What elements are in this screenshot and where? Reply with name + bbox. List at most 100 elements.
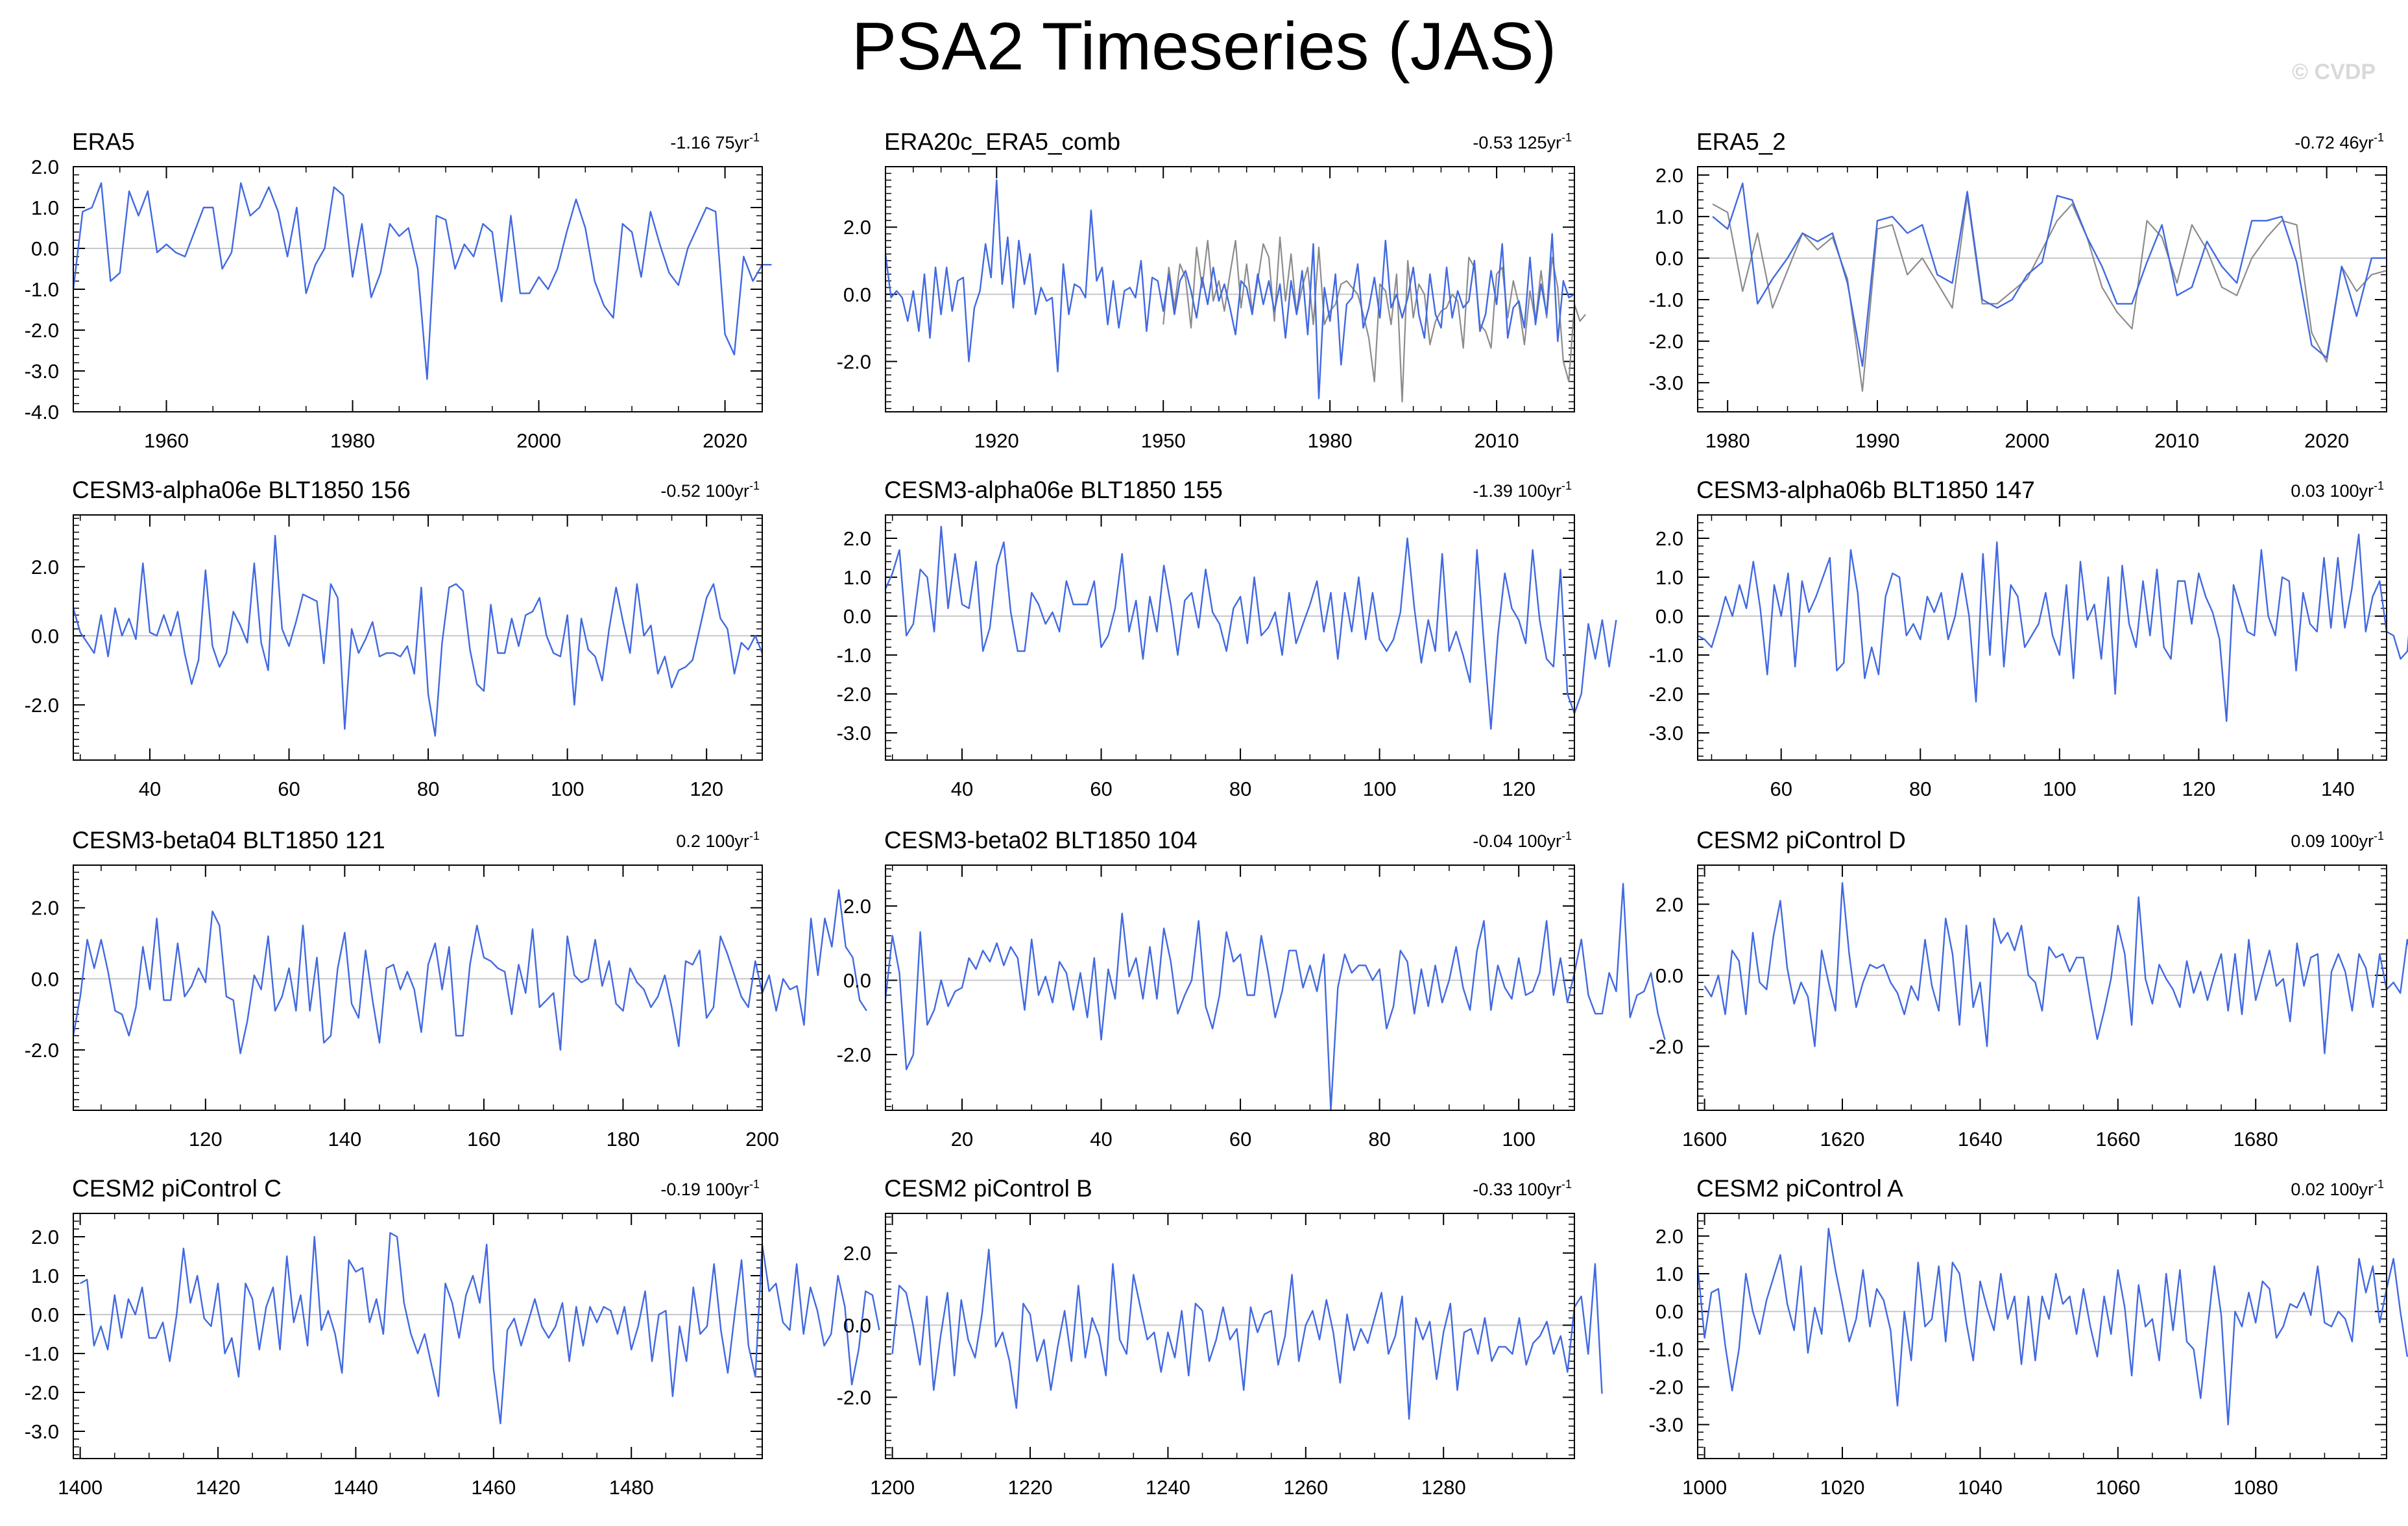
series-line bbox=[884, 179, 1575, 399]
x-tick-label: 1990 bbox=[1855, 429, 1900, 452]
trend-label: -0.72 46yr-1 bbox=[2294, 131, 2384, 152]
y-tick-label: 0.0 bbox=[843, 605, 871, 628]
x-tick-label: 2010 bbox=[2154, 429, 2199, 452]
y-tick-label: 0.0 bbox=[31, 968, 59, 990]
x-tick-label: 120 bbox=[189, 1128, 223, 1150]
panel-title: ERA5_2 bbox=[1696, 128, 1786, 155]
x-tick-label: 1420 bbox=[196, 1476, 241, 1499]
trend-label: -0.52 100yr-1 bbox=[660, 479, 760, 501]
y-tick-label: -2.0 bbox=[837, 350, 871, 373]
trend-label: 0.09 100yr-1 bbox=[2291, 829, 2384, 851]
y-tick-label: 2.0 bbox=[1655, 893, 1683, 916]
series-line bbox=[72, 534, 764, 737]
chart-panel: CESM2 piControl A 0.02 100yr-1 1000 1020 104… bbox=[1649, 1175, 2408, 1499]
y-tick-label: -1.0 bbox=[25, 1342, 59, 1365]
y-tick-label: 2.0 bbox=[843, 527, 871, 550]
trend-label: -1.39 100yr-1 bbox=[1473, 479, 1572, 501]
y-tick-label: 1.0 bbox=[843, 566, 871, 589]
trend-exponent: -1 bbox=[749, 479, 760, 492]
y-tick-label: -2.0 bbox=[1649, 330, 1683, 353]
panel-title: CESM3-alpha06e BLT1850 156 bbox=[72, 477, 411, 503]
x-tick-label: 1040 bbox=[1958, 1476, 2003, 1499]
series-line-secondary bbox=[1162, 236, 1586, 403]
x-tick-label: 1980 bbox=[1308, 429, 1353, 452]
chart-panel: CESM2 piControl D 0.09 100yr-1 1600 1620 164… bbox=[1649, 827, 2408, 1150]
x-tick-label: 2000 bbox=[516, 429, 561, 452]
x-tick-label: 60 bbox=[1090, 778, 1112, 800]
chart-panel: CESM3-beta04 BLT1850 121 0.2 100yr-1 120 14… bbox=[25, 827, 867, 1150]
x-tick-label: 100 bbox=[1502, 1128, 1535, 1150]
y-tick-label: 2.0 bbox=[1655, 164, 1683, 187]
y-tick-label: 1.0 bbox=[1655, 206, 1683, 228]
x-tick-label: 40 bbox=[951, 778, 973, 800]
x-tick-label: 1280 bbox=[1421, 1476, 1466, 1499]
y-tick-label: -2.0 bbox=[1649, 683, 1683, 706]
trend-label: -1.16 75yr-1 bbox=[670, 131, 760, 152]
x-tick-label: 160 bbox=[467, 1128, 501, 1150]
x-tick-label: 140 bbox=[328, 1128, 361, 1150]
y-tick-label: -2.0 bbox=[25, 1039, 59, 1062]
panel-title: CESM3-alpha06b BLT1850 147 bbox=[1696, 477, 2035, 503]
y-tick-label: 0.0 bbox=[843, 1314, 871, 1337]
y-tick-label: 0.0 bbox=[843, 970, 871, 992]
x-tick-label: 40 bbox=[139, 778, 161, 800]
series-line bbox=[1712, 182, 2387, 367]
plot-frame bbox=[885, 514, 1575, 761]
x-tick-label: 1660 bbox=[2095, 1128, 2140, 1150]
panel-title: CESM2 piControl C bbox=[72, 1175, 282, 1202]
y-tick-label: 0.0 bbox=[31, 625, 59, 647]
y-tick-label: -3.0 bbox=[1649, 722, 1683, 745]
x-tick-label: 1400 bbox=[58, 1476, 102, 1499]
series-line-secondary bbox=[1712, 195, 2387, 392]
y-tick-label: -3.0 bbox=[837, 722, 871, 745]
trend-label: 0.03 100yr-1 bbox=[2291, 479, 2384, 501]
x-tick-label: 1460 bbox=[471, 1476, 516, 1499]
trend-exponent: -1 bbox=[2374, 131, 2384, 144]
plot-frame bbox=[73, 166, 763, 412]
x-tick-label: 2000 bbox=[2005, 429, 2049, 452]
trend-label: 0.02 100yr-1 bbox=[2291, 1178, 2384, 1199]
x-tick-label: 100 bbox=[551, 778, 584, 800]
y-tick-label: -2.0 bbox=[25, 694, 59, 717]
panel-title: CESM2 piControl A bbox=[1696, 1175, 1903, 1202]
y-tick-label: 0.0 bbox=[31, 237, 59, 260]
y-tick-label: -1.0 bbox=[837, 644, 871, 667]
panel-title: CESM3-beta04 BLT1850 121 bbox=[72, 827, 385, 853]
chart-panel: CESM3-alpha06b BLT1850 147 0.03 100yr-1 60… bbox=[1649, 477, 2408, 800]
x-tick-label: 40 bbox=[1090, 1128, 1112, 1150]
x-tick-label: 1020 bbox=[1820, 1476, 1865, 1499]
y-tick-label: -3.0 bbox=[1649, 1414, 1683, 1437]
plot-frame bbox=[885, 864, 1575, 1111]
trend-label: -0.04 100yr-1 bbox=[1473, 829, 1572, 851]
plot-frame bbox=[73, 864, 763, 1111]
panel-title: CESM3-beta02 BLT1850 104 bbox=[884, 827, 1198, 853]
y-tick-label: 0.0 bbox=[1655, 605, 1683, 628]
x-tick-label: 1980 bbox=[330, 429, 375, 452]
chart-panel: ERA5 -1.16 75yr-1 1960 1980 2000 2020 2.0 1.0 0.… bbox=[25, 128, 772, 452]
trend-exponent: -1 bbox=[1561, 479, 1572, 492]
y-tick-label: -3.0 bbox=[1649, 372, 1683, 394]
y-tick-label: 2.0 bbox=[843, 216, 871, 239]
chart-panel: ERA20c_ERA5_comb -0.53 125yr-1 1920 1950 198… bbox=[837, 128, 1586, 452]
plot-frame bbox=[1697, 166, 2387, 412]
x-tick-label: 1000 bbox=[1682, 1476, 1727, 1499]
y-tick-label: 2.0 bbox=[31, 156, 59, 178]
y-tick-label: 2.0 bbox=[31, 897, 59, 920]
y-tick-label: -2.0 bbox=[1649, 1035, 1683, 1058]
x-tick-label: 120 bbox=[690, 778, 723, 800]
x-tick-label: 120 bbox=[2182, 778, 2215, 800]
y-tick-label: -3.0 bbox=[25, 360, 59, 383]
y-tick-label: -1.0 bbox=[25, 278, 59, 301]
y-tick-label: 0.0 bbox=[1655, 964, 1683, 987]
series-line bbox=[1704, 882, 2408, 1055]
y-tick-label: 2.0 bbox=[1655, 527, 1683, 550]
x-tick-label: 2010 bbox=[1475, 429, 1519, 452]
trend-exponent: -1 bbox=[2374, 479, 2384, 492]
y-tick-label: 2.0 bbox=[1655, 1225, 1683, 1248]
y-tick-label: -2.0 bbox=[1649, 1376, 1683, 1399]
y-tick-label: -3.0 bbox=[25, 1420, 59, 1443]
x-tick-label: 1600 bbox=[1682, 1128, 1727, 1150]
chart-panel: CESM3-alpha06e BLT1850 155 -1.39 100yr-1 4… bbox=[837, 477, 1617, 800]
cvdp-watermark: © CVDP bbox=[2292, 60, 2376, 84]
trend-label: 0.2 100yr-1 bbox=[676, 829, 760, 851]
